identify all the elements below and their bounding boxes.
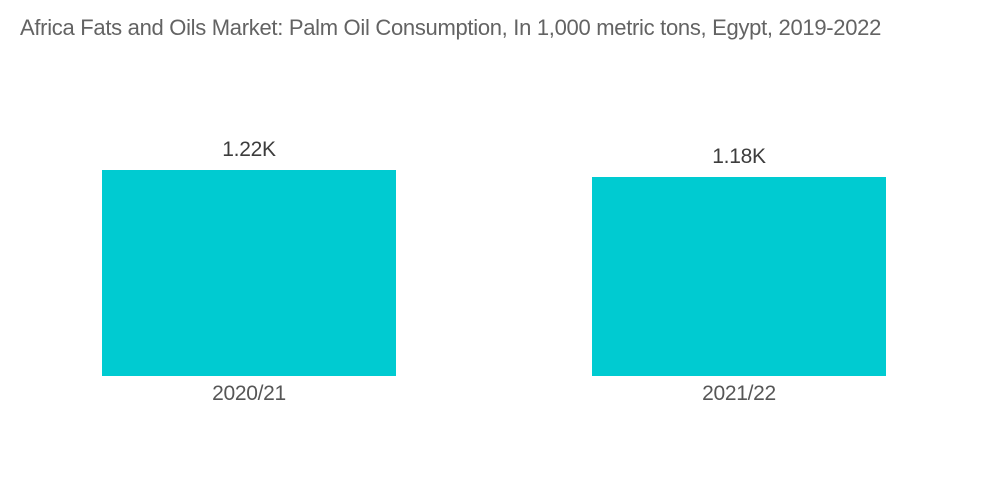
value-label-2020-21: 1.22K (222, 138, 276, 161)
value-label-2021-22: 1.18K (712, 145, 766, 168)
chart-title: Africa Fats and Oils Market: Palm Oil Co… (20, 15, 882, 40)
bar-group-2020-21: 1.22K 2020/21 (102, 0, 396, 504)
category-label-2020-21: 2020/21 (212, 382, 286, 405)
category-label-2021-22: 2021/22 (702, 382, 776, 405)
bar-2020-21 (102, 170, 396, 376)
bar-group-2021-22: 1.18K 2021/22 (592, 0, 886, 504)
bar-2021-22 (592, 177, 886, 376)
